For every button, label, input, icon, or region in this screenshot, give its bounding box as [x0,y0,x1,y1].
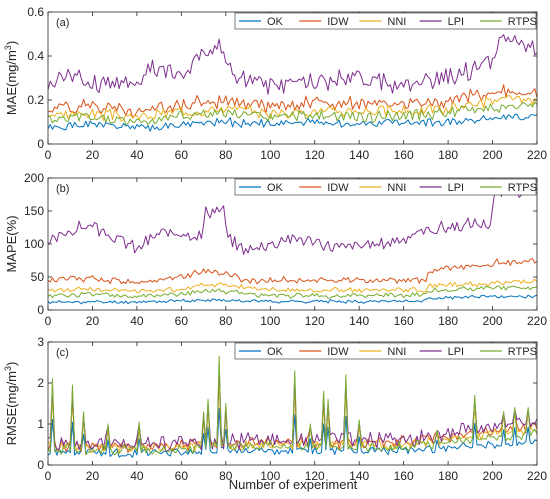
x-tick-label: 40 [130,314,144,328]
x-tick-label: 180 [438,469,458,483]
x-tick-label: 140 [349,469,369,483]
x-tick-label: 60 [175,469,189,483]
legend-label-nni: NNI [387,16,406,28]
y-axis-title: MAE(mg/m3) [3,41,19,115]
y-tick-label: 200 [24,171,44,185]
legend: OK IDW NNI LPI RTPS [234,342,537,360]
y-axis-title: RMSE(mg/m3) [3,362,19,446]
legend-label-lpi: LPI [448,346,465,358]
legend-label-idw: IDW [327,346,349,358]
legend-label-nni: NNI [387,346,406,358]
series-line-ok [48,407,537,458]
x-tick-label: 40 [130,469,144,483]
y-axis-title: MAPE(%) [4,215,19,272]
legend-label-idw: IDW [327,182,349,194]
x-tick-label: 20 [86,314,100,328]
x-tick-label: 140 [349,314,369,328]
y-tick-label: 0.6 [27,5,44,19]
plot-frame [47,11,538,145]
legend-label-rtps: RTPS [508,182,537,194]
legend-box [234,12,537,30]
series-lines [48,355,537,458]
x-tick-label: 80 [219,469,233,483]
x-tick-label: 120 [305,469,325,483]
series-line-idw [48,84,537,118]
x-tick-label: 100 [260,469,280,483]
panel-label: (b) [56,183,69,195]
y-tick-label: 100 [24,237,44,251]
x-tick-label: 20 [86,469,100,483]
series-lines [48,34,537,132]
x-tick-label: 140 [349,148,369,162]
x-tick-label: 160 [394,148,414,162]
y-tick-label: 0.2 [27,93,44,107]
legend-box [234,178,537,196]
y-tick-label: 0 [37,137,44,151]
x-tick-label: 160 [394,314,414,328]
x-tick-label: 200 [483,148,503,162]
series-lines [48,184,537,305]
panel-label: (a) [56,17,69,29]
x-tick-label: 220 [527,314,547,328]
series-line-nni [48,278,537,294]
y-tick-label: 0.4 [27,49,44,63]
legend-box [234,342,537,360]
series-line-lpi [48,34,537,95]
legend-label-ok: OK [267,182,284,194]
panel-1: 0 20 40 60 80 100 120 140 160 180 200 220 0 0.2 0.4 0.6… [3,5,547,162]
x-tick-label: 120 [305,314,325,328]
x-tick-label: 60 [175,314,189,328]
series-line-lpi [48,184,537,255]
x-axis-title: Number of experiment [229,477,358,492]
x-tick-label: 80 [219,148,233,162]
series-line-nni [48,377,537,453]
legend-label-rtps: RTPS [508,346,537,358]
y-tick-label: 2 [37,376,44,390]
y-tick-label: 1 [37,417,44,431]
x-tick-label: 40 [130,148,144,162]
x-tick-label: 200 [483,469,503,483]
panel-2: 0 20 40 60 80 100 120 140 160 180 200 220 0 50 100 150 2… [4,171,547,328]
y-tick-label: 50 [31,270,45,284]
x-tick-label: 180 [438,148,458,162]
x-tick-label: 0 [45,314,52,328]
series-line-nni [48,95,537,122]
x-tick-label: 100 [260,148,280,162]
series-line-idw [48,258,537,285]
legend-label-lpi: LPI [448,16,465,28]
x-tick-label: 200 [483,314,503,328]
series-line-ok [48,294,537,305]
legend-label-ok: OK [267,346,284,358]
x-tick-label: 180 [438,314,458,328]
x-tick-label: 20 [86,148,100,162]
series-line-ok [48,113,537,132]
series-line-rtps [48,355,537,456]
x-tick-label: 100 [260,314,280,328]
x-tick-label: 220 [527,469,547,483]
legend-label-rtps: RTPS [508,16,537,28]
x-tick-label: 160 [394,469,414,483]
legend: OK IDW NNI LPI RTPS [234,178,537,196]
series-line-rtps [48,101,537,126]
y-tick-label: 0 [37,303,44,317]
x-tick-label: 0 [45,148,52,162]
legend-label-ok: OK [267,16,284,28]
x-tick-label: 80 [219,314,233,328]
panel-label: (c) [56,347,69,359]
y-tick-label: 0 [37,458,44,472]
y-tick-label: 150 [24,204,44,218]
legend-label-nni: NNI [387,182,406,194]
legend-label-lpi: LPI [448,182,465,194]
plot-frame [47,341,538,466]
legend-label-idw: IDW [327,16,349,28]
x-tick-label: 120 [305,148,325,162]
panel-3: 0 20 40 60 80 100 120 140 160 180 200 220 0 1 2 3 RMSE(m… [3,335,547,483]
x-tick-label: 220 [527,148,547,162]
series-line-rtps [48,285,537,299]
x-tick-label: 60 [175,148,189,162]
x-tick-label: 0 [45,469,52,483]
y-tick-label: 3 [37,335,44,349]
legend: OK IDW NNI LPI RTPS [234,12,537,30]
